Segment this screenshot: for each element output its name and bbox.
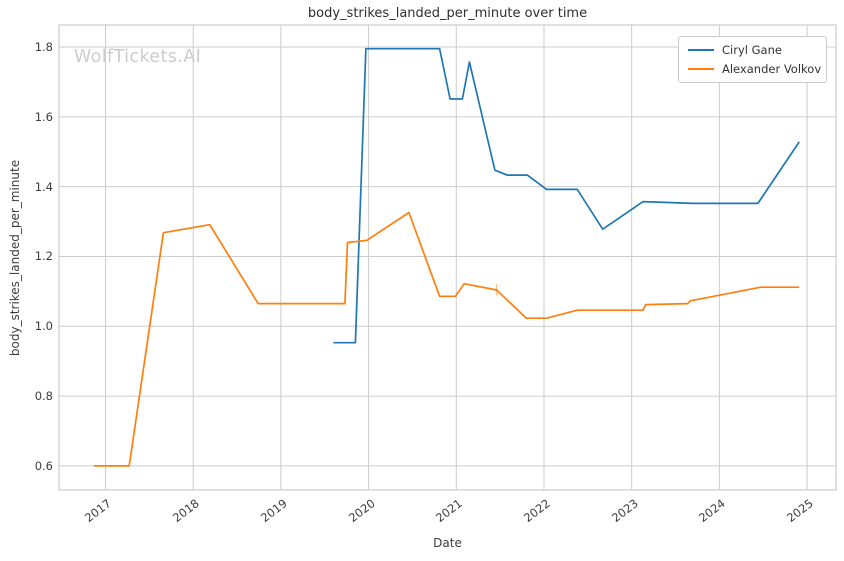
y-tick-label-1.6: 1.6: [34, 109, 53, 124]
x-axis-label: Date: [433, 536, 462, 550]
series-line-alexander-volkov: [94, 211, 800, 467]
y-tick-label-1.8: 1.8: [34, 39, 53, 54]
legend-item-alexander-volkov: Alexander Volkov: [688, 62, 821, 76]
legend-label: Alexander Volkov: [722, 62, 822, 76]
y-tick-label-0.8: 0.8: [34, 389, 53, 404]
y-tick-label-1.4: 1.4: [34, 179, 53, 194]
y-tick-label-0.6: 0.6: [34, 458, 53, 473]
legend: Ciryl Gane Alexander Volkov: [678, 36, 827, 83]
legend-label: Ciryl Gane: [722, 43, 782, 57]
plot-border: [58, 24, 837, 491]
series-line-ciryl-gane: [333, 47, 800, 344]
legend-line-swatch-orange: [688, 68, 714, 70]
y-tick-label-1: 1.0: [34, 319, 53, 334]
legend-item-ciryl-gane: Ciryl Gane: [688, 43, 817, 57]
chart-title: body_strikes_landed_per_minute over time: [307, 6, 588, 21]
legend-line-swatch-blue: [688, 49, 714, 51]
y-tick-label-1.2: 1.2: [34, 249, 53, 264]
